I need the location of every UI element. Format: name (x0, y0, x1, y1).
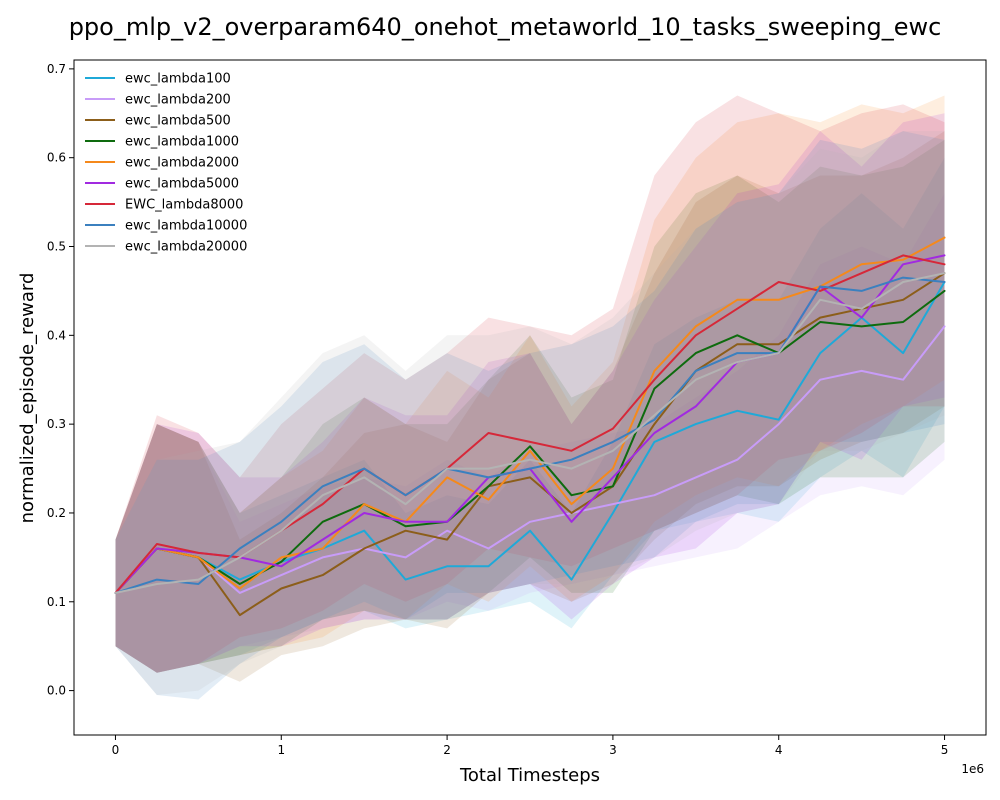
legend-label-4: ewc_lambda2000 (125, 156, 239, 171)
legend-label-0: ewc_lambda100 (125, 72, 231, 87)
y-axis-ticks: 0.0 0.1 0.2 0.3 0.4 0.5 0.6 0.7 (47, 62, 74, 698)
legend-label-2: ewc_lambda500 (125, 114, 231, 129)
band-series-1 (115, 193, 945, 673)
y-tick-label-5: 0.5 (47, 240, 66, 254)
x-tick-label-4: 4 (775, 743, 783, 757)
legend-label-7: ewc_lambda10000 (125, 219, 247, 234)
line-series-7 (114, 276, 946, 594)
x-tick-label-0: 0 (112, 743, 120, 757)
x-tick-label-3: 3 (609, 743, 617, 757)
legend: ewc_lambda100 ewc_lambda200 ewc_lambda500e… (85, 72, 247, 255)
y-tick-label-0: 0.0 (47, 684, 66, 698)
y-tick-label-4: 0.4 (47, 328, 66, 342)
x-axis-ticks: 0 1 2 3 4 5 (112, 735, 949, 757)
x-tick-label-2: 2 (443, 743, 451, 757)
confidence-bands (115, 95, 945, 700)
x-tick-label-5: 5 (941, 743, 949, 757)
legend-label-3: ewc_lambda1000 (125, 135, 239, 150)
y-tick-label-3: 0.3 (47, 417, 66, 431)
legend-label-5: ewc_lambda5000 (125, 177, 239, 192)
y-axis-title: normalized_episode_reward (17, 273, 38, 524)
x-axis-offset-label: 1e6 (961, 762, 984, 776)
chart-title: ppo_mlp_v2_overparam640_onehot_metaworld… (69, 13, 942, 41)
legend-label-8: ewc_lambda20000 (125, 240, 247, 255)
band-series-2 (115, 131, 945, 682)
band-series-5 (115, 113, 945, 673)
line-series-3 (114, 289, 946, 594)
line-series-1 (114, 325, 946, 594)
line-series-2 (114, 272, 946, 617)
band-series-8 (115, 131, 945, 696)
legend-label-6: EWC_lambda8000 (125, 198, 243, 213)
band-series-4 (115, 95, 945, 673)
band-series-0 (115, 157, 945, 673)
y-tick-label-1: 0.1 (47, 595, 66, 609)
x-axis-title: Total Timesteps (459, 765, 600, 786)
line-series-0 (114, 281, 946, 594)
series-lines (114, 236, 946, 617)
y-tick-label-6: 0.6 (47, 151, 66, 165)
legend-label-1: ewc_lambda200 (125, 93, 231, 108)
y-tick-label-2: 0.2 (47, 506, 66, 520)
y-tick-label-7: 0.7 (47, 62, 66, 76)
band-series-6 (115, 95, 945, 673)
line-series-8 (114, 272, 946, 594)
x-tick-label-1: 1 (277, 743, 285, 757)
line-series-4 (114, 236, 946, 594)
plot-frame (73, 59, 987, 736)
